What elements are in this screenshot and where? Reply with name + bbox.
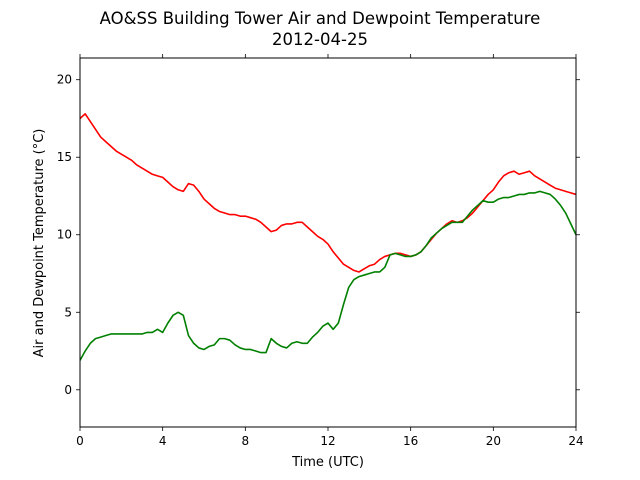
- series-line-2: [79, 190, 577, 361]
- chart-title: AO&SS Building Tower Air and Dewpoint Te…: [100, 9, 541, 28]
- series-layer: [79, 113, 577, 361]
- x-axis: 0 4 8 12 16 20 24: [76, 54, 584, 448]
- x-tick-label: 8: [242, 434, 250, 448]
- y-tick-label: 20: [57, 73, 72, 87]
- x-tick-label: 24: [568, 434, 583, 448]
- y-tick-label: 10: [57, 228, 72, 242]
- x-tick-label: 0: [76, 434, 84, 448]
- x-tick-label: 16: [403, 434, 418, 448]
- series-line-1: [79, 113, 577, 273]
- x-tick-label: 12: [320, 434, 335, 448]
- y-axis: 0 5 10 15 20: [57, 73, 580, 397]
- x-axis-label: Time (UTC): [291, 455, 364, 470]
- x-tick-label: 20: [486, 434, 501, 448]
- y-tick-label: 5: [64, 305, 72, 319]
- plot-area: [79, 57, 577, 428]
- plot-frame: [80, 58, 576, 427]
- y-tick-label: 0: [64, 383, 72, 397]
- chart-subtitle: 2012-04-25: [272, 30, 368, 49]
- x-tick-label: 4: [159, 434, 167, 448]
- y-tick-label: 15: [57, 150, 72, 164]
- y-axis-label: Air and Dewpoint Temperature (°C): [32, 129, 47, 358]
